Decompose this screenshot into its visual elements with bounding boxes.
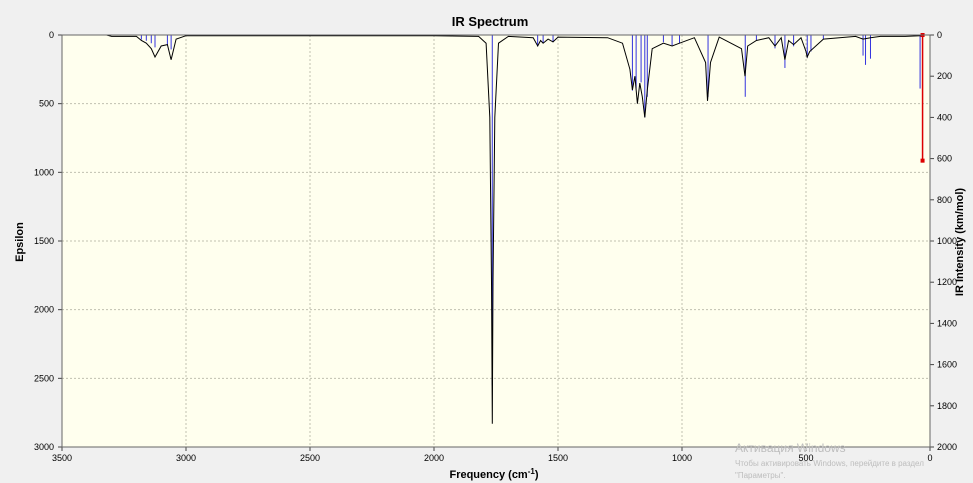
y2-tick-label: 800 [937,195,952,205]
y-tick-label: 500 [39,99,54,109]
y-tick-label: 0 [49,30,54,40]
y-tick-label: 1000 [34,167,54,177]
watermark-line2: "Параметры". [735,471,786,480]
chart-title: IR Spectrum [452,14,529,29]
watermark-title: Активация Windows [735,441,846,455]
selected-peak-bottom-marker [920,158,925,163]
y2-tick-label: 2000 [937,442,957,452]
x-tick-label: 500 [798,453,813,463]
x-tick-label: 2500 [300,453,320,463]
x-axis-label: Frequency (cm-1) [449,467,538,481]
x-axis-label-suffix: ) [535,469,539,481]
y2-tick-label: 1000 [937,236,957,246]
y-axis-ticks: 0 500 1000 1500 2000 2500 3000 [34,30,62,452]
y2-tick-label: 1800 [937,401,957,411]
y2-tick-label: 400 [937,112,952,122]
x-tick-label: 1000 [672,453,692,463]
y2-tick-label: 600 [937,154,952,164]
y-tick-label: 2500 [34,373,54,383]
y-tick-label: 3000 [34,442,54,452]
x-tick-label: 3500 [52,453,72,463]
spectrum-series [106,34,923,424]
y2-tick-label: 1400 [937,318,957,328]
x-tick-label: 3000 [176,453,196,463]
y2-tick-label: 200 [937,71,952,81]
y2-axis-ticks: 0 200 400 600 800 1000 1200 1400 1600 1800 2000 [930,30,957,452]
watermark-line1: Чтобы активировать Windows, перейдите в … [735,459,924,468]
plot-frame [61,34,931,448]
x-axis-label-text: Frequency (cm [449,469,527,481]
grid-lines [62,35,930,447]
spectrum-line [106,34,923,424]
x-axis-label-sup: -1 [528,467,536,476]
y2-tick-label: 0 [937,30,942,40]
y2-tick-label: 1600 [937,360,957,370]
x-tick-label: 0 [927,453,932,463]
y2-axis-label: IR Intensity (km/mol) [954,188,966,297]
x-tick-label: 1500 [548,453,568,463]
y2-tick-label: 1200 [937,277,957,287]
y-axis-label: Epsilon [14,222,26,262]
x-tick-label: 2000 [424,453,444,463]
y-tick-label: 1500 [34,236,54,246]
y-tick-label: 2000 [34,305,54,315]
x-axis-ticks: 3500 3000 2500 2000 1500 1000 500 0 [52,447,933,463]
